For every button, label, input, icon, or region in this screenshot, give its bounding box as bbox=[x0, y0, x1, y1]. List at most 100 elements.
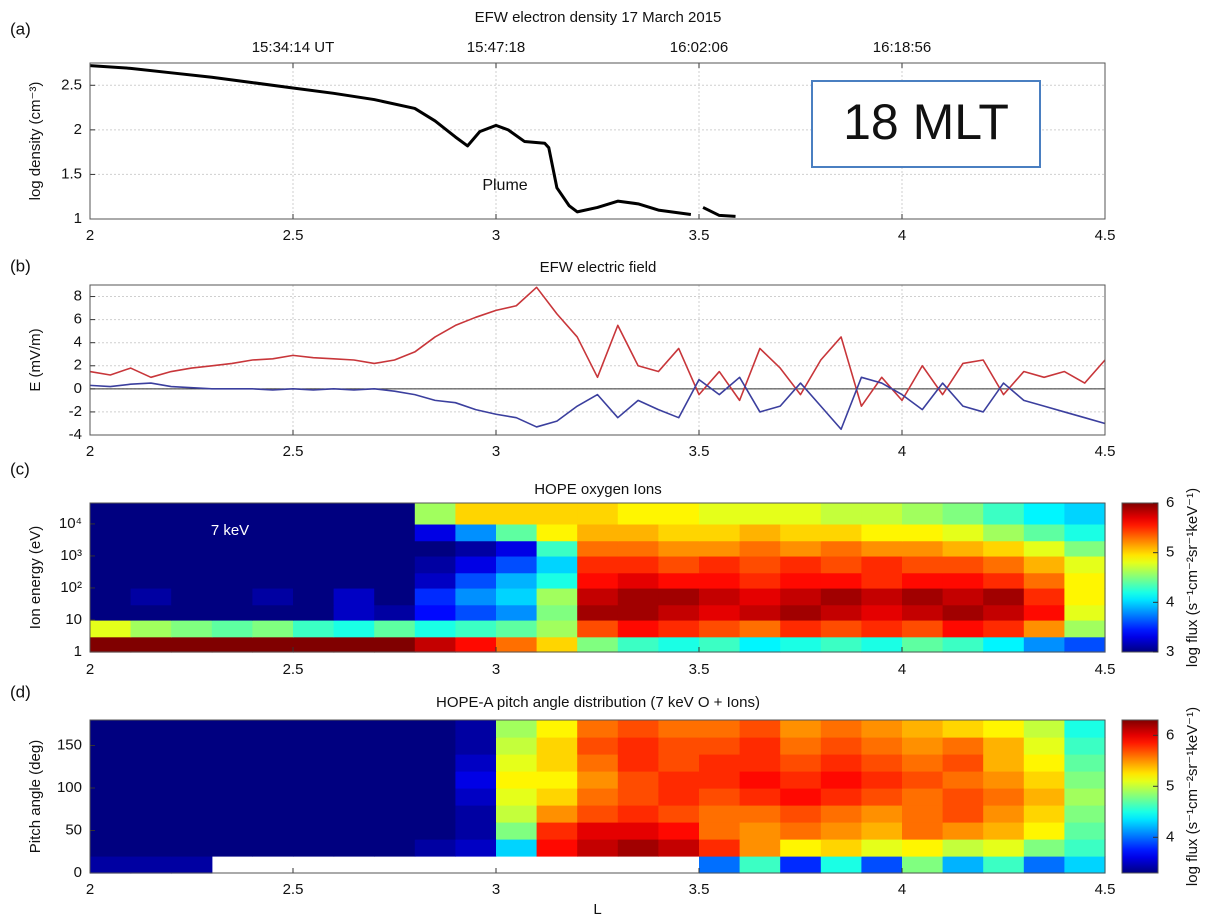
heatmap-cell bbox=[861, 737, 903, 755]
heatmap-cell bbox=[130, 503, 172, 525]
heatmap-cell bbox=[333, 720, 375, 738]
x-tick-label: 2 bbox=[86, 881, 94, 898]
heatmap-cell bbox=[861, 805, 903, 823]
panel: EFW electric field (b) E (mV/m) 2 2.5 3 3.5 4 4.… bbox=[10, 256, 1115, 459]
heatmap-cell bbox=[820, 587, 862, 606]
heatmap-cell bbox=[293, 636, 335, 653]
heatmap-cell bbox=[130, 737, 172, 755]
heatmap-cell bbox=[942, 572, 984, 589]
heatmap-cell bbox=[171, 720, 213, 738]
heatmap-cell bbox=[780, 503, 822, 525]
heatmap-cell bbox=[1064, 604, 1106, 621]
heatmap-cell bbox=[902, 720, 944, 738]
colorbar-tick-label: 4 bbox=[1166, 828, 1174, 845]
heatmap-cell bbox=[293, 555, 335, 574]
heatmap-cell bbox=[536, 636, 578, 653]
heatmap-cell bbox=[861, 788, 903, 806]
heatmap-cell bbox=[374, 822, 416, 840]
panel-title: EFW electric field bbox=[540, 259, 657, 276]
heatmap-cell bbox=[374, 771, 416, 789]
heatmap-cell bbox=[861, 856, 903, 874]
heatmap-cell bbox=[942, 856, 984, 874]
heatmap-cell bbox=[617, 754, 659, 772]
heatmap-cell bbox=[414, 839, 456, 857]
heatmap-cell bbox=[496, 587, 538, 606]
heatmap-cell bbox=[942, 523, 984, 542]
heatmap-cell bbox=[699, 822, 741, 840]
heatmap-cell bbox=[130, 839, 172, 857]
heatmap-cell bbox=[1064, 720, 1106, 738]
colorbar-label: log flux (s⁻¹cm⁻²sr⁻¹keV⁻¹) bbox=[1184, 707, 1201, 886]
heatmap-cell bbox=[1023, 555, 1065, 574]
heatmap-cell bbox=[496, 788, 538, 806]
heatmap-cell bbox=[333, 822, 375, 840]
heatmap-cell bbox=[90, 503, 132, 525]
heatmap-cell bbox=[699, 636, 741, 653]
heatmap-cell bbox=[942, 604, 984, 621]
heatmap-cell bbox=[252, 754, 294, 772]
heatmap-cell bbox=[455, 754, 497, 772]
heatmap-cell bbox=[739, 771, 781, 789]
heatmap-cell bbox=[699, 540, 741, 557]
heatmap-cell bbox=[333, 523, 375, 542]
heatmap-cell bbox=[820, 822, 862, 840]
heatmap-cell bbox=[90, 619, 132, 638]
heatmap-cell bbox=[130, 587, 172, 606]
heatmap-cell bbox=[861, 555, 903, 574]
heatmap-cell bbox=[577, 805, 619, 823]
colorbar-tick-label: 6 bbox=[1166, 726, 1174, 743]
heatmap-cell bbox=[1064, 503, 1106, 525]
heatmap-cell bbox=[861, 540, 903, 557]
y-axis-label: Pitch angle (deg) bbox=[27, 740, 44, 853]
heatmap-cell bbox=[820, 604, 862, 621]
heatmap-cell bbox=[739, 856, 781, 874]
heatmap-cell bbox=[1064, 754, 1106, 772]
heatmap-cell bbox=[130, 555, 172, 574]
heatmap-cell bbox=[171, 805, 213, 823]
heatmap-cell bbox=[780, 822, 822, 840]
heatmap-cell bbox=[861, 822, 903, 840]
heatmap-cell bbox=[211, 771, 253, 789]
heatmap-cell bbox=[333, 604, 375, 621]
heatmap-cell bbox=[617, 619, 659, 638]
heatmap-cell bbox=[171, 540, 213, 557]
heatmap-cell bbox=[902, 839, 944, 857]
heatmap-cell bbox=[252, 572, 294, 589]
heatmap-cell bbox=[983, 587, 1025, 606]
panel-label: (c) bbox=[10, 459, 30, 478]
heatmap-cell bbox=[861, 771, 903, 789]
heatmap-cell bbox=[902, 619, 944, 638]
heatmap-cell bbox=[699, 771, 741, 789]
plot-frame bbox=[89, 719, 1106, 874]
heatmap-cell bbox=[211, 822, 253, 840]
heatmap-cell bbox=[902, 636, 944, 653]
heatmap-cell bbox=[658, 555, 700, 574]
y-tick-label: 1 bbox=[74, 643, 82, 660]
heatmap-cell bbox=[942, 822, 984, 840]
heatmap-cell bbox=[536, 587, 578, 606]
y-tick-label: 10 bbox=[65, 611, 82, 628]
heatmap-cell bbox=[942, 636, 984, 653]
heatmap-cell bbox=[617, 737, 659, 755]
heatmap-cell bbox=[780, 636, 822, 653]
x-tick-label: 2 bbox=[86, 661, 94, 678]
heatmap-cell bbox=[293, 771, 335, 789]
heatmap-cell bbox=[820, 720, 862, 738]
y-tick-label: 0 bbox=[74, 380, 82, 397]
panel: HOPE oxygen Ions (c) Ion energy (eV) 2 2.5 3 3… bbox=[10, 459, 1201, 677]
heatmap-cell bbox=[455, 555, 497, 574]
heatmap-cell bbox=[861, 754, 903, 772]
heatmap-cell bbox=[374, 555, 416, 574]
heatmap-cell bbox=[902, 555, 944, 574]
heatmap-cell bbox=[171, 572, 213, 589]
heatmap-cell bbox=[496, 523, 538, 542]
heatmap-cell bbox=[820, 856, 862, 874]
heatmap-cell bbox=[1023, 805, 1065, 823]
heatmap-cell bbox=[739, 754, 781, 772]
heatmap-cell bbox=[414, 572, 456, 589]
heatmap-cell bbox=[333, 839, 375, 857]
heatmap-cell bbox=[902, 604, 944, 621]
heatmap-cell bbox=[699, 839, 741, 857]
heatmap-cell bbox=[861, 839, 903, 857]
heatmap-cell bbox=[739, 839, 781, 857]
